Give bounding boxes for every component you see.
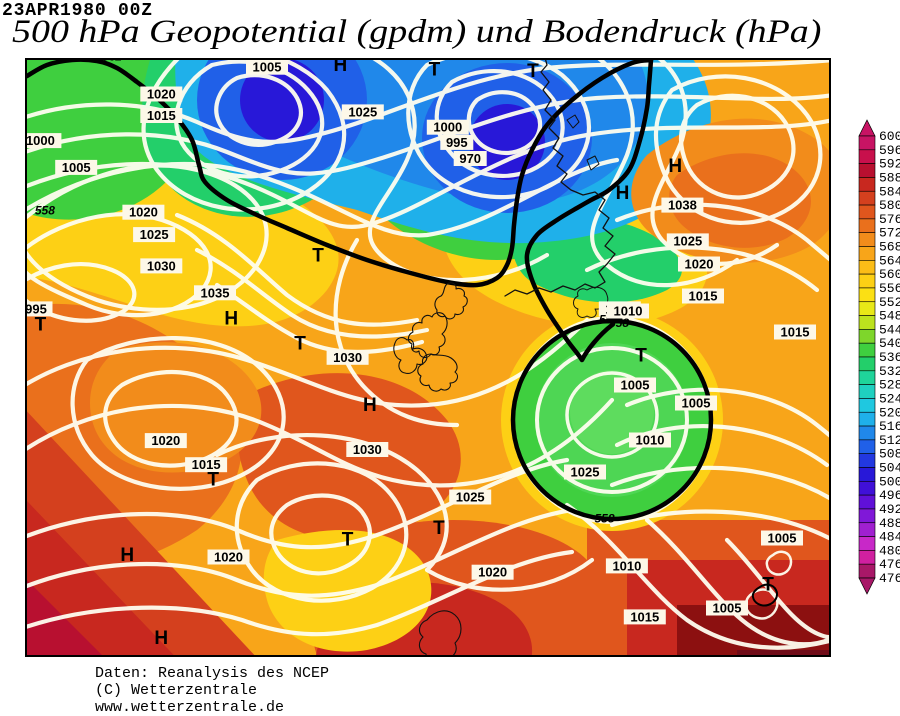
svg-text:1030: 1030 bbox=[147, 258, 176, 273]
svg-text:1000: 1000 bbox=[27, 133, 55, 148]
svg-text:T: T bbox=[635, 346, 647, 367]
svg-text:562: 562 bbox=[102, 60, 122, 63]
svg-text:540: 540 bbox=[879, 336, 900, 351]
svg-text:1020: 1020 bbox=[147, 87, 176, 102]
svg-text:580: 580 bbox=[879, 198, 900, 213]
svg-text:1025: 1025 bbox=[673, 233, 702, 248]
svg-text:600: 600 bbox=[879, 129, 900, 144]
svg-text:1030: 1030 bbox=[353, 442, 382, 457]
svg-text:558: 558 bbox=[594, 512, 614, 526]
svg-text:1020: 1020 bbox=[214, 550, 243, 565]
svg-text:1005: 1005 bbox=[682, 396, 711, 411]
svg-text:552: 552 bbox=[879, 295, 900, 310]
svg-text:1005: 1005 bbox=[621, 378, 650, 393]
svg-text:1010: 1010 bbox=[612, 558, 641, 573]
svg-text:1015: 1015 bbox=[147, 108, 176, 123]
svg-text:512: 512 bbox=[879, 433, 900, 448]
svg-text:1025: 1025 bbox=[456, 490, 485, 505]
svg-text:1015: 1015 bbox=[689, 289, 718, 304]
svg-text:592: 592 bbox=[879, 157, 900, 172]
svg-text:1025: 1025 bbox=[571, 465, 600, 480]
svg-text:558: 558 bbox=[609, 316, 629, 330]
svg-text:480: 480 bbox=[879, 543, 900, 558]
svg-text:H: H bbox=[363, 395, 377, 416]
svg-text:T: T bbox=[429, 60, 441, 81]
svg-text:H: H bbox=[120, 545, 134, 566]
svg-text:T: T bbox=[342, 530, 354, 551]
svg-text:H: H bbox=[334, 60, 348, 76]
svg-text:995: 995 bbox=[446, 135, 468, 150]
svg-text:970: 970 bbox=[459, 151, 481, 166]
svg-text:476: 476 bbox=[879, 571, 900, 586]
svg-text:1015: 1015 bbox=[781, 325, 810, 340]
svg-text:T: T bbox=[294, 334, 306, 355]
svg-text:488: 488 bbox=[879, 516, 900, 531]
svg-text:544: 544 bbox=[879, 322, 900, 337]
svg-text:564: 564 bbox=[879, 253, 900, 268]
svg-text:T: T bbox=[527, 61, 539, 82]
svg-text:536: 536 bbox=[879, 350, 900, 365]
svg-text:1005: 1005 bbox=[253, 60, 282, 75]
svg-text:1015: 1015 bbox=[630, 609, 659, 624]
svg-text:H: H bbox=[154, 628, 168, 649]
svg-text:496: 496 bbox=[879, 488, 900, 503]
svg-text:484: 484 bbox=[879, 530, 900, 545]
svg-text:1030: 1030 bbox=[333, 350, 362, 365]
svg-text:1005: 1005 bbox=[62, 160, 91, 175]
svg-text:516: 516 bbox=[879, 419, 900, 434]
svg-text:1035: 1035 bbox=[201, 285, 230, 300]
svg-text:556: 556 bbox=[879, 281, 900, 296]
svg-text:560: 560 bbox=[879, 267, 900, 282]
svg-text:568: 568 bbox=[879, 240, 900, 255]
svg-text:528: 528 bbox=[879, 378, 900, 393]
svg-text:H: H bbox=[668, 156, 682, 177]
svg-text:524: 524 bbox=[879, 391, 900, 406]
svg-text:H: H bbox=[616, 183, 630, 204]
svg-text:476: 476 bbox=[879, 557, 900, 572]
svg-text:H: H bbox=[224, 308, 238, 329]
svg-text:1000: 1000 bbox=[433, 120, 462, 135]
svg-text:1020: 1020 bbox=[478, 565, 507, 580]
svg-text:520: 520 bbox=[879, 405, 900, 420]
svg-text:1020: 1020 bbox=[151, 433, 180, 448]
svg-text:1020: 1020 bbox=[685, 257, 714, 272]
svg-text:T: T bbox=[35, 315, 47, 336]
svg-text:1005: 1005 bbox=[713, 601, 742, 616]
svg-text:504: 504 bbox=[879, 461, 900, 476]
svg-text:492: 492 bbox=[879, 502, 900, 517]
svg-text:1025: 1025 bbox=[348, 104, 377, 119]
svg-text:1038: 1038 bbox=[668, 198, 697, 213]
svg-text:T: T bbox=[762, 575, 774, 596]
svg-text:T: T bbox=[312, 246, 324, 267]
svg-text:1005: 1005 bbox=[768, 531, 797, 546]
svg-text:508: 508 bbox=[879, 447, 900, 462]
svg-text:572: 572 bbox=[879, 226, 900, 241]
svg-text:1025: 1025 bbox=[140, 227, 169, 242]
svg-text:588: 588 bbox=[879, 170, 900, 185]
svg-text:T: T bbox=[207, 470, 219, 491]
svg-text:576: 576 bbox=[879, 212, 900, 227]
svg-text:532: 532 bbox=[879, 364, 900, 379]
svg-text:584: 584 bbox=[879, 184, 900, 199]
svg-text:1010: 1010 bbox=[636, 433, 665, 448]
svg-text:596: 596 bbox=[879, 143, 900, 158]
svg-text:548: 548 bbox=[879, 309, 900, 324]
svg-text:1020: 1020 bbox=[129, 205, 158, 220]
svg-text:500: 500 bbox=[879, 474, 900, 489]
svg-text:T: T bbox=[433, 518, 445, 539]
svg-text:558: 558 bbox=[35, 203, 55, 217]
